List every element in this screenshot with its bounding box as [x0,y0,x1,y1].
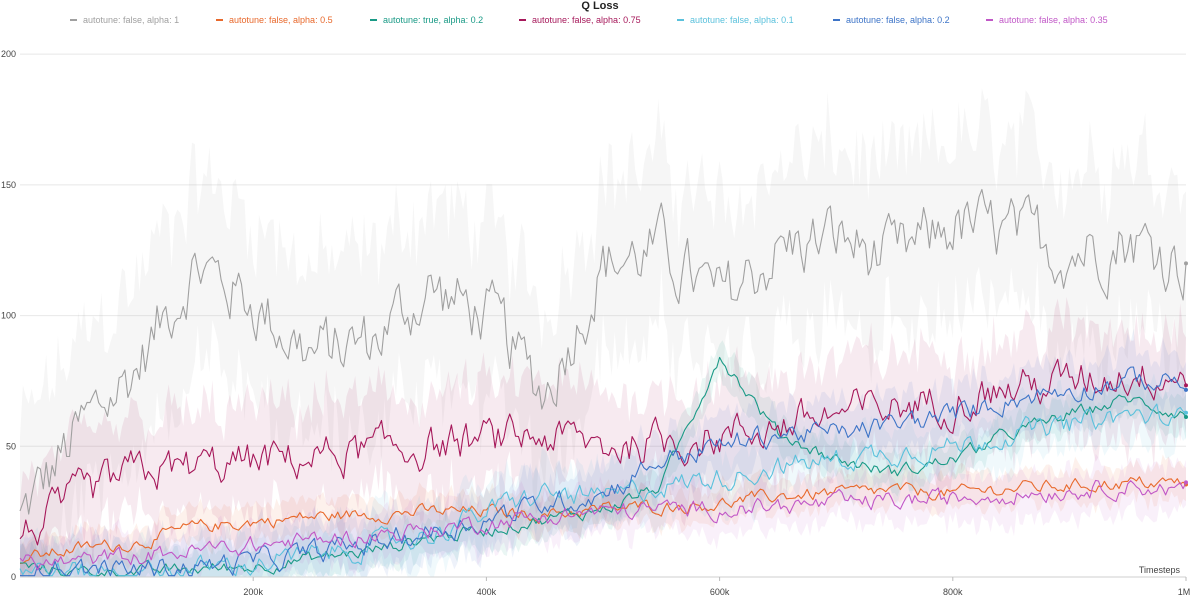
legend-item-label[interactable]: autotune: false, alpha: 0.75 [532,15,641,25]
series-line-0 [19,188,1187,515]
chart-title: Q Loss [581,0,618,12]
series-line-5 [19,366,1187,577]
x-tick-label: 200k [243,587,263,597]
series-band-4 [20,373,1186,577]
series-end-point-0 [1184,261,1188,266]
series-line-3 [19,358,1187,546]
y-tick-label: 150 [1,180,16,190]
legend-item-label[interactable]: autotune: true, alpha: 0.2 [383,15,483,25]
x-tick-label: 1M [1178,587,1191,597]
x-tick-label: 400k [477,587,497,597]
line-layer [19,188,1188,577]
legend-item-label[interactable]: autotune: false, alpha: 0.1 [690,15,794,25]
x-axis-label: Timesteps [1139,565,1181,575]
y-tick-label: 50 [6,441,16,451]
legend-item-label[interactable]: autotune: false, alpha: 1 [83,15,179,25]
series-end-point-4 [1184,410,1188,415]
series-end-point-3 [1184,383,1188,388]
legend: autotune: false, alpha: 1 autotune: false… [70,15,1108,25]
x-tick-label: 800k [943,587,963,597]
series-line-4 [19,403,1187,577]
y-tick-label: 0 [11,572,16,582]
legend-item-label[interactable]: autotune: false, alpha: 0.5 [229,15,333,25]
series-end-point-6 [1184,480,1188,485]
series-band-3 [20,296,1186,577]
series-end-point-5 [1184,387,1188,392]
series-band-0 [20,88,1186,577]
x-tick-label: 600k [710,587,730,597]
series-band-5 [20,328,1186,577]
series-line-1 [19,476,1187,564]
axis-layer: 0 50 100 150 200 200k 400k 600k 800k 1M [1,49,1190,597]
grid-layer [20,53,1186,447]
legend-item-label[interactable]: autotune: false, alpha: 0.35 [999,15,1108,25]
series-end-point-2 [1184,414,1188,419]
series-line-6 [19,479,1187,571]
legend-item-label[interactable]: autotune: false, alpha: 0.2 [846,15,950,25]
y-tick-label: 200 [1,49,16,59]
y-tick-label: 100 [1,311,16,321]
